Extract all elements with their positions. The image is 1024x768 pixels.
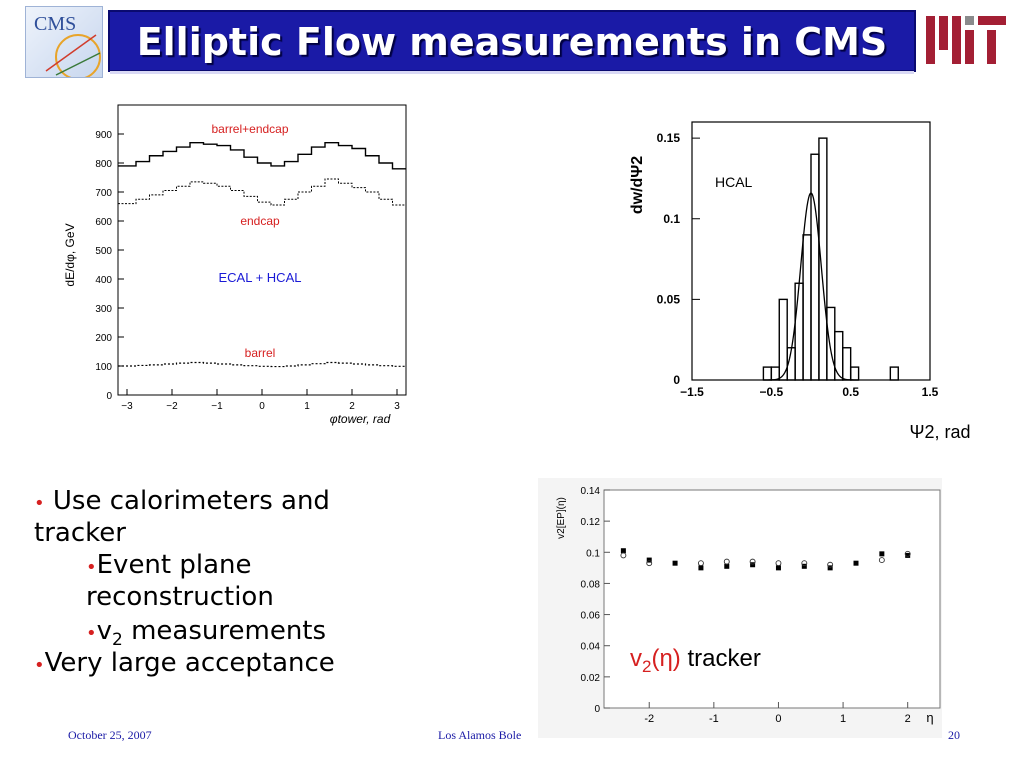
chart2-histogram-bar bbox=[818, 137, 828, 381]
chart3-ytick-label: 0.08 bbox=[581, 579, 601, 590]
chart1-ytick-label: 200 bbox=[95, 333, 112, 344]
chart2-ytick-label: 0.1 bbox=[663, 212, 680, 226]
bullet-2: •Event plane bbox=[86, 550, 252, 580]
chart3-xtick-label: 2 bbox=[905, 713, 911, 725]
chart3-ylabel: v2[EP](η) bbox=[556, 497, 567, 539]
chart3-point-square bbox=[775, 565, 781, 571]
chart2-xtick-label: −0.5 bbox=[759, 385, 783, 399]
bullet-4: •Very large acceptance bbox=[34, 648, 335, 678]
chart1-ytick-label: 400 bbox=[95, 275, 112, 286]
chart3-xlabel: η bbox=[926, 710, 933, 725]
chart3-ytick-label: 0 bbox=[594, 704, 600, 715]
chart1-xtick-label: 0 bbox=[259, 401, 265, 412]
chart1-ylabel: dE/dφ, GeV bbox=[63, 223, 77, 286]
slide-title: Elliptic Flow measurements in CMS bbox=[136, 20, 888, 64]
chart3-point-square bbox=[905, 552, 911, 558]
chart2-xtick-label: −1.5 bbox=[680, 385, 704, 399]
title-bar: Elliptic Flow measurements in CMS bbox=[108, 10, 916, 74]
bullet-2-continued: reconstruction bbox=[86, 582, 274, 612]
chart2-gaussian-fit bbox=[763, 192, 859, 381]
mit-logo bbox=[926, 16, 1006, 64]
chart1-xtick-label: 1 bbox=[304, 401, 310, 412]
chart3-point-square bbox=[801, 563, 807, 569]
chart3-point-circle bbox=[904, 550, 911, 557]
chart3-point-square bbox=[620, 548, 626, 554]
chart3-point-circle bbox=[646, 560, 653, 567]
chart3-xtick-label: -1 bbox=[709, 713, 719, 725]
chart3-ytick-label: 0.06 bbox=[581, 611, 601, 622]
chart3-ytick-label: 0.1 bbox=[586, 548, 600, 559]
chart1-xtick-label: 2 bbox=[349, 401, 355, 412]
chart3-ytick-label: 0.12 bbox=[581, 517, 601, 528]
chart3-xtick-label: 1 bbox=[840, 713, 846, 725]
chart3-point-circle bbox=[775, 560, 782, 567]
chart3-ytick-label: 0.04 bbox=[581, 642, 601, 653]
chart1-annotation-ecal-hcal: ECAL + HCAL bbox=[219, 270, 302, 285]
page-number: 20 bbox=[948, 728, 960, 742]
chart1-annotation-barrel: barrel bbox=[245, 346, 276, 360]
chart2-xlabel: Ψ2, rad bbox=[909, 422, 970, 442]
chart2-ytick-label: 0.05 bbox=[657, 292, 681, 306]
chart1-xlabel: φtower, rad bbox=[330, 412, 391, 426]
chart2-xtick-label: 0.5 bbox=[842, 385, 859, 399]
cms-logo-text: CMS bbox=[34, 13, 77, 35]
chart3-point-square bbox=[750, 562, 756, 568]
chart2-ytick-label: 0 bbox=[673, 373, 680, 387]
cms-logo-graphic bbox=[45, 34, 101, 77]
chart3-point-square bbox=[698, 565, 704, 571]
chart1-ytick-label: 0 bbox=[106, 391, 112, 402]
chart1-ytick-label: 900 bbox=[95, 130, 112, 141]
chart3-point-square bbox=[672, 560, 678, 566]
chart3-frame bbox=[603, 489, 941, 709]
chart1-ytick-label: 800 bbox=[95, 159, 112, 170]
chart1-series-line bbox=[118, 142, 406, 170]
chart3-point-square bbox=[827, 565, 833, 571]
chart3-point-circle bbox=[827, 561, 834, 568]
chart3-point-circle bbox=[723, 558, 730, 565]
chart2-histogram-bar bbox=[778, 298, 788, 381]
chart3-point-square bbox=[646, 557, 652, 563]
bullet-3: •v2 measurements bbox=[86, 616, 327, 651]
chart2-annotation-hcal: HCAL bbox=[715, 174, 753, 190]
chart3-annotation: v2(η) tracker bbox=[630, 645, 761, 676]
bullet-1-continued: tracker bbox=[34, 518, 126, 548]
chart3-point-square bbox=[853, 560, 859, 566]
chart1-ytick-label: 500 bbox=[95, 246, 112, 257]
chart-energy-flow: 0 100 200 300 400 500 600 700 800 900 −3 −2 −1 0 1 2 3 d… bbox=[60, 95, 420, 435]
chart1-series-line bbox=[118, 178, 406, 206]
chart2-ytick-label: 0.15 bbox=[657, 131, 681, 145]
chart1-ytick-label: 600 bbox=[95, 217, 112, 228]
chart3-point-circle bbox=[620, 552, 627, 559]
footer-center: Los Alamos Bole bbox=[438, 728, 522, 742]
footer-date: October 25, 2007 bbox=[68, 728, 152, 742]
cms-logo: CMS bbox=[25, 6, 103, 78]
chart3-ytick-label: 0.14 bbox=[581, 486, 601, 497]
chart1-series-line bbox=[118, 361, 406, 368]
chart1-annotation-endcap: endcap bbox=[240, 214, 280, 228]
chart3-point-circle bbox=[749, 558, 756, 565]
chart3-point-circle bbox=[697, 560, 704, 567]
chart2-histogram-bar bbox=[889, 366, 899, 381]
chart3-point-square bbox=[879, 551, 885, 557]
chart1-ytick-label: 300 bbox=[95, 304, 112, 315]
chart1-ytick-label: 100 bbox=[95, 362, 112, 373]
chart3-point-circle bbox=[801, 560, 808, 567]
chart2-ylabel: dw/dΨ2 bbox=[629, 156, 646, 214]
chart-v2-eta: 0 0.02 0.04 0.06 0.08 0.1 0.12 0.14 -2 -1 0 1 2 v2[E… bbox=[538, 478, 942, 738]
chart1-xtick-label: −3 bbox=[121, 401, 133, 412]
chart1-xtick-label: 3 bbox=[394, 401, 400, 412]
chart1-ytick-label: 700 bbox=[95, 188, 112, 199]
chart1-xtick-label: −2 bbox=[166, 401, 178, 412]
chart3-xtick-label: -2 bbox=[644, 713, 654, 725]
chart2-xtick-label: 1.5 bbox=[922, 385, 939, 399]
chart1-xtick-label: −1 bbox=[211, 401, 223, 412]
chart-event-plane: 0 0.05 0.1 0.15 −1.5 −0.5 0.5 1.5 dw/dΨ2 Ψ2, ra… bbox=[629, 121, 971, 442]
chart1-frame bbox=[117, 104, 407, 396]
chart3-point-circle bbox=[878, 557, 885, 564]
chart3-xtick-label: 0 bbox=[775, 713, 781, 725]
bullet-1: • Use calorimeters and bbox=[34, 486, 330, 516]
chart3-point-square bbox=[724, 563, 730, 569]
chart3-ytick-label: 0.02 bbox=[581, 673, 601, 684]
chart1-annotation-barrel-endcap: barrel+endcap bbox=[211, 122, 288, 136]
